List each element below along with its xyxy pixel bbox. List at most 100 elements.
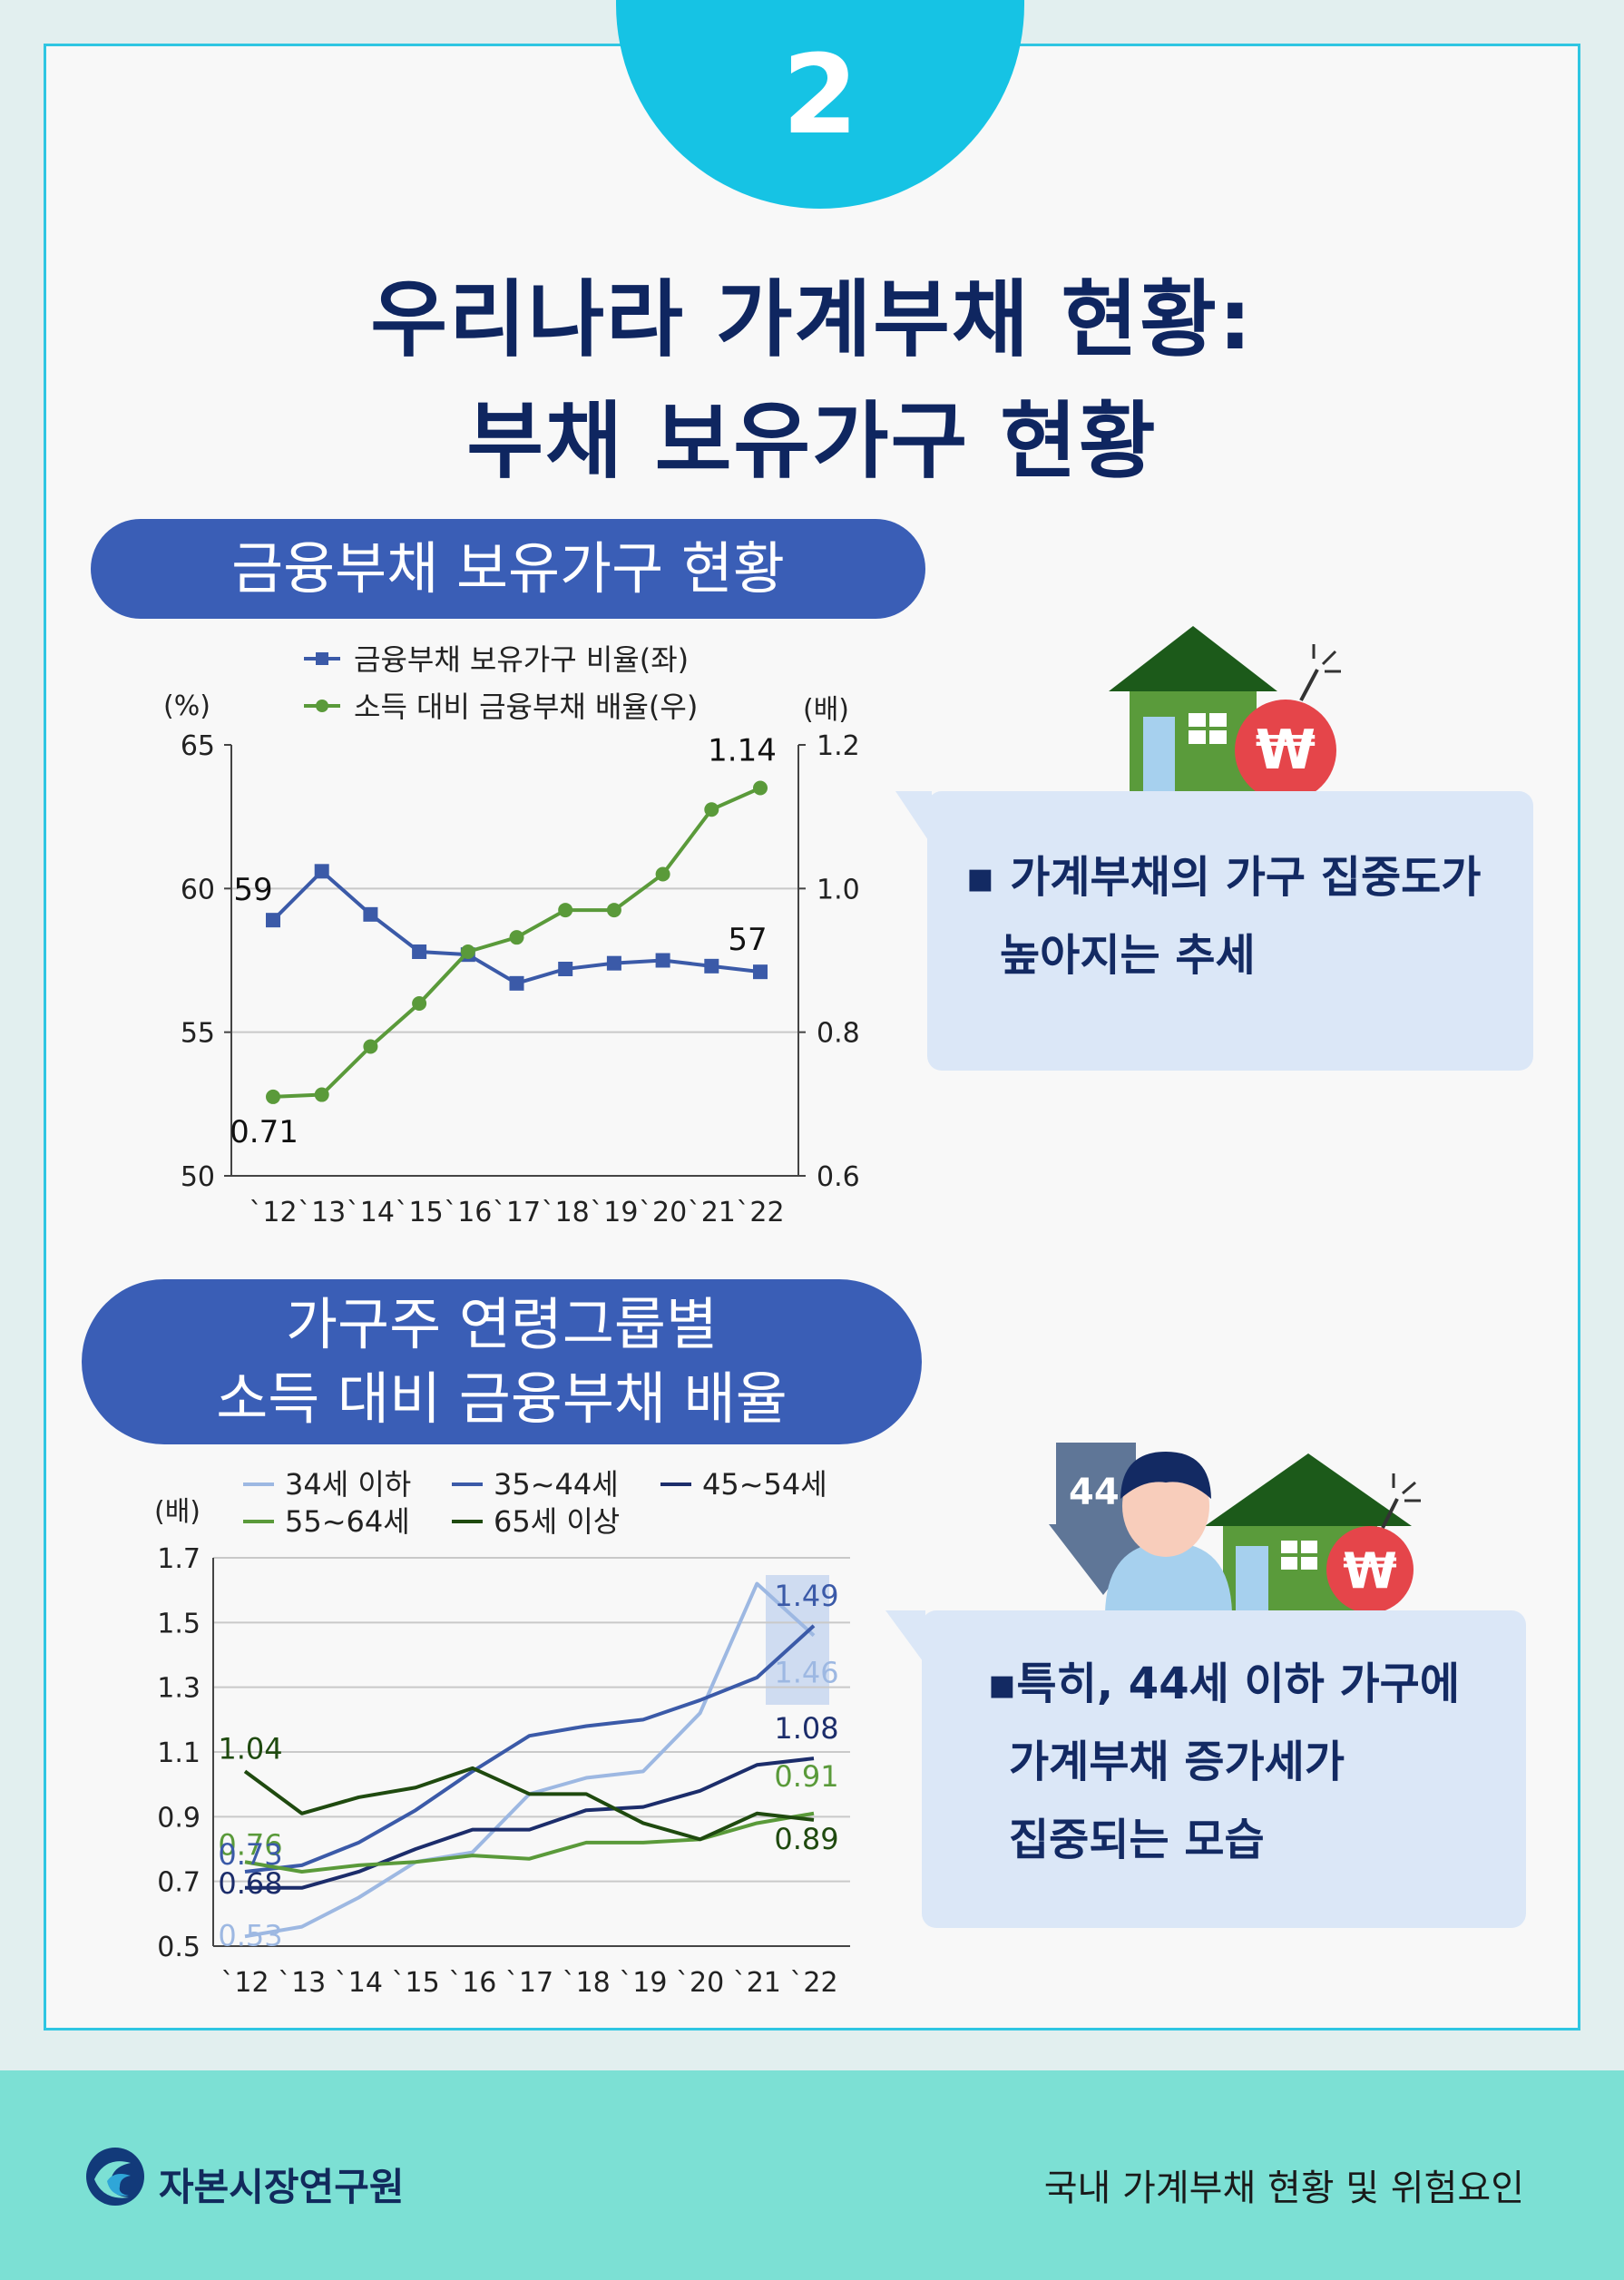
left-tick-label: 50: [181, 1161, 215, 1193]
data-label: 1.08: [774, 1711, 838, 1746]
x-tick-label: `21: [688, 1197, 736, 1228]
data-point-circle: [704, 802, 719, 817]
data-label: 0.73: [218, 1837, 282, 1872]
chart1-legend: 금융부채 보유가구 비율(좌) 소득 대비 금융부채 배율(우): [304, 642, 698, 724]
org-logo-icon: [86, 2148, 144, 2206]
data-point-square: [266, 913, 280, 928]
house-roof-icon: [1205, 1453, 1412, 1526]
chart-debt-income-by-age: 34세 이하 35~44세 45~54세 55~64세 65세 이상 0.5 0.7 0.9…: [154, 1467, 850, 1999]
x-tick-label: `22: [736, 1197, 784, 1228]
legend-label: 45~54세: [702, 1467, 827, 1502]
callout-line: ▪특히, 44세 이하 가구에: [987, 1659, 1460, 1709]
x-tick-label: `16: [444, 1197, 492, 1228]
person-house-bomb-illustration: 44 ₩: [1049, 1443, 1421, 1613]
data-point-circle: [314, 1087, 329, 1102]
data-point-circle: [655, 866, 670, 882]
chart2-legend: 34세 이하 35~44세 45~54세 55~64세 65세 이상: [243, 1467, 827, 1539]
person-body-icon: [1105, 1542, 1232, 1613]
data-point-square: [412, 944, 427, 959]
data-label: 0.68: [218, 1866, 282, 1901]
x-tick-label: `12: [249, 1197, 297, 1228]
section1-heading: 금융부채 보유가구 현황: [91, 519, 925, 619]
data-label: 1.49: [774, 1579, 838, 1613]
right-tick-label: 1.0: [817, 874, 860, 905]
data-point-square: [704, 958, 719, 974]
house-roof-icon: [1109, 626, 1277, 691]
data-point-square: [655, 953, 670, 968]
data-point-circle: [509, 930, 524, 945]
x-tick-label: `15: [396, 1197, 444, 1228]
data-label: 1.14: [708, 733, 777, 769]
x-tick-label: `19: [619, 1967, 667, 1999]
y-tick-label: 0.5: [157, 1932, 201, 1963]
x-tick-label: `18: [542, 1197, 590, 1228]
section2-heading-line: 소득 대비 금융부채 배율: [216, 1365, 788, 1432]
left-tick-label: 65: [181, 730, 215, 762]
footer: 자본시장연구원 국내 가계부채 현황 및 위험요인: [0, 2070, 1624, 2280]
data-point-circle: [266, 1089, 280, 1104]
y-tick-label: 1.3: [157, 1673, 201, 1705]
data-label: 0.76: [218, 1827, 282, 1862]
legend-label: 55~64세: [285, 1504, 410, 1539]
legend-label: 34세 이하: [285, 1467, 411, 1502]
x-tick-label: `20: [639, 1197, 687, 1228]
callout-line: 높아지는 추세: [1000, 930, 1256, 981]
callout-line: 집중되는 모습: [1009, 1815, 1265, 1865]
x-tick-label: `18: [563, 1967, 611, 1999]
left-tick-label: 55: [181, 1018, 215, 1050]
data-point-square: [509, 975, 524, 991]
data-point-circle: [363, 1039, 378, 1054]
y-tick-label: 0.7: [157, 1867, 201, 1899]
y-tick-label: 1.7: [157, 1543, 201, 1575]
x-tick-label: `13: [278, 1967, 326, 1999]
bomb-icon: [1326, 1526, 1414, 1613]
data-point-circle: [606, 903, 621, 918]
data-label: 59: [233, 872, 272, 908]
x-tick-label: `16: [448, 1967, 496, 1999]
data-label: 0.71: [230, 1114, 298, 1150]
data-point-square: [314, 864, 329, 879]
data-point-square: [363, 906, 378, 922]
x-tick-label: `13: [298, 1197, 346, 1228]
data-point-circle: [558, 903, 573, 918]
data-label: 57: [728, 922, 767, 958]
data-label: 0.89: [774, 1822, 838, 1856]
callout-section1: ▪ 가계부채의 가구 집중도가 높아지는 추세: [895, 791, 1533, 1071]
data-point-square: [606, 955, 621, 971]
data-point-square: [753, 964, 768, 980]
section2-heading: 가구주 연령그룹별 소득 대비 금융부채 배율: [82, 1279, 922, 1444]
data-label: 1.04: [218, 1731, 282, 1766]
data-point-circle: [412, 996, 427, 1011]
right-tick-label: 0.8: [817, 1018, 860, 1050]
x-tick-label: `17: [493, 1197, 541, 1228]
data-label: 0.91: [774, 1759, 838, 1794]
right-tick-label: 0.6: [817, 1161, 860, 1193]
bomb-icon: [1235, 700, 1336, 801]
series-line-4: [244, 1811, 815, 1874]
org-name: 자본시장연구원: [159, 2165, 405, 2209]
page-title-line-1: 우리나라 가계부채 현황:: [370, 271, 1254, 368]
data-label: 1.46: [774, 1656, 838, 1690]
data-point-square: [558, 962, 573, 976]
series-line-1: [244, 1581, 816, 1939]
legend-label: 65세 이상: [494, 1504, 620, 1539]
y-tick-label: 1.1: [157, 1737, 201, 1769]
won-icon: ₩: [1256, 719, 1316, 782]
y-tick-label: 1.5: [157, 1608, 201, 1639]
house-bomb-illustration: ₩: [1109, 626, 1341, 801]
left-axis-unit: (%): [163, 690, 210, 722]
x-tick-label: `15: [392, 1967, 440, 1999]
series-line-2: [244, 1624, 816, 1874]
series-line-5: [243, 1766, 815, 1842]
page-title-line-2: 부채 보유가구 현황: [466, 393, 1158, 490]
x-tick-label: `19: [590, 1197, 638, 1228]
right-axis-unit: (배): [803, 694, 849, 726]
right-tick-label: 1.2: [817, 730, 860, 762]
badge-number: 2: [782, 32, 858, 159]
series-line-3: [245, 1756, 815, 1890]
legend-label: 금융부채 보유가구 비율(좌): [354, 642, 689, 677]
age-badge: 44: [1069, 1472, 1120, 1513]
callout-line: ▪ 가계부채의 가구 집중도가: [965, 852, 1482, 903]
x-tick-label: `20: [676, 1967, 724, 1999]
legend-marker: [316, 700, 328, 712]
